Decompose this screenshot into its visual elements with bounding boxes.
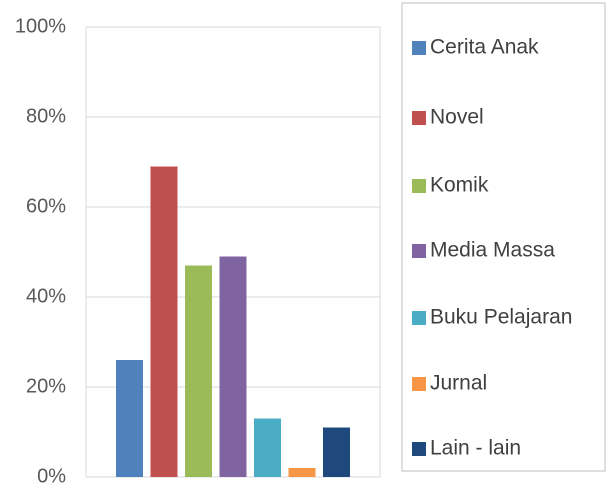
legend-swatch	[412, 179, 426, 193]
y-tick-label: 40%	[26, 285, 66, 307]
bar	[150, 166, 178, 477]
bar	[323, 427, 350, 477]
bar	[254, 418, 281, 477]
legend-label: Media Massa	[430, 239, 555, 262]
bar	[219, 256, 247, 477]
y-tick-label: 100%	[15, 15, 66, 37]
y-tick-label: 60%	[26, 195, 66, 217]
y-tick-label: 80%	[26, 105, 66, 127]
legend-swatch	[412, 244, 426, 258]
legend-swatch	[412, 377, 426, 391]
legend-label: Buku Pelajaran	[430, 306, 572, 329]
legend-swatch	[412, 442, 426, 456]
bar	[288, 468, 316, 477]
legend-label: Jurnal	[430, 372, 487, 395]
y-tick-label: 20%	[26, 375, 66, 397]
legend-label: Novel	[430, 106, 484, 129]
bar	[116, 360, 143, 477]
legend-label: Lain - lain	[430, 437, 521, 460]
bar	[185, 265, 212, 477]
y-tick-label: 0%	[37, 465, 66, 487]
legend-swatch	[412, 41, 426, 55]
legend-box	[401, 2, 606, 472]
legend-swatch	[412, 311, 426, 325]
legend-label: Cerita Anak	[430, 36, 539, 59]
legend-swatch	[412, 111, 426, 125]
legend-label: Komik	[430, 174, 489, 197]
